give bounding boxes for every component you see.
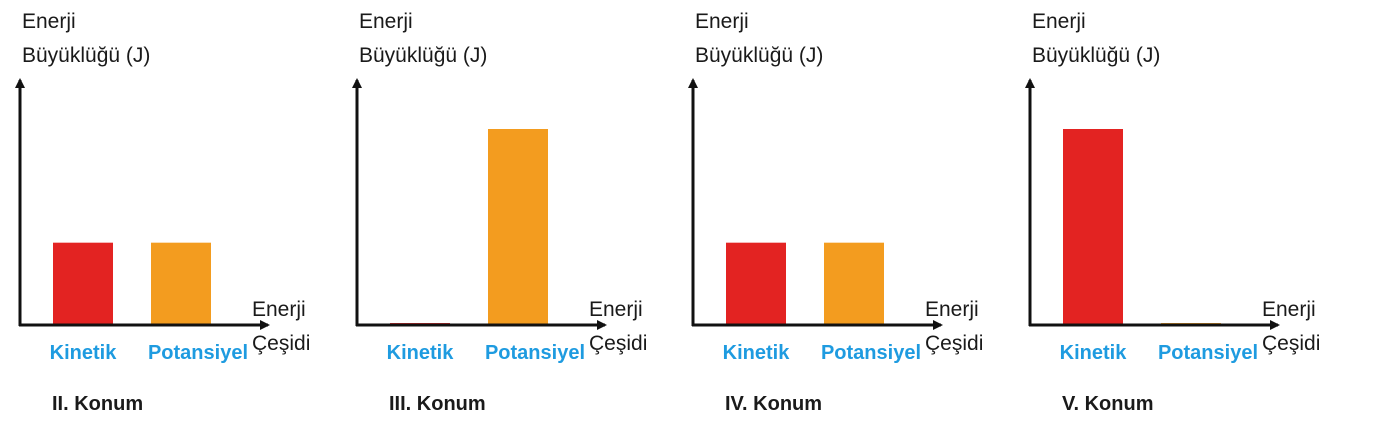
x-axis-label: Enerji: [1262, 298, 1316, 321]
x-axis-label: Enerji: [252, 298, 306, 321]
y-axis-label: Büyüklüğü (J): [22, 44, 150, 67]
bar: [1063, 129, 1123, 325]
panel: Enerji Büyüklüğü (J) Enerji Çeşidi Kinetik Po…: [15, 10, 310, 415]
x-axis-label: Çeşidi: [589, 332, 647, 355]
x-axis-label: Çeşidi: [1262, 332, 1320, 355]
panel: Enerji Büyüklüğü (J) Enerji Çeşidi Kinetik Po…: [688, 10, 983, 415]
y-axis-label: Büyüklüğü (J): [695, 44, 823, 67]
x-axis-label: Çeşidi: [925, 332, 983, 355]
panel-title: III. Konum: [389, 393, 486, 415]
category-label: Potansiyel: [1158, 342, 1258, 364]
category-label: Kinetik: [50, 342, 118, 364]
y-axis-label: Enerji: [1032, 10, 1086, 33]
category-label: Potansiyel: [148, 342, 248, 364]
category-label: Potansiyel: [485, 342, 585, 364]
y-axis-label: Enerji: [22, 10, 76, 33]
bar: [824, 242, 884, 325]
category-label: Kinetik: [387, 342, 455, 364]
y-axis-label: Büyüklüğü (J): [359, 44, 487, 67]
y-axis-label: Büyüklüğü (J): [1032, 44, 1160, 67]
x-axis-label: Enerji: [925, 298, 979, 321]
panel-title: II. Konum: [52, 393, 143, 415]
y-axis-label: Enerji: [695, 10, 749, 33]
bar: [488, 129, 548, 325]
x-axis-label: Çeşidi: [252, 332, 310, 355]
bar: [151, 242, 211, 325]
panel-title: V. Konum: [1062, 393, 1154, 415]
category-label: Kinetik: [723, 342, 791, 364]
y-axis-label: Enerji: [359, 10, 413, 33]
panel-title: IV. Konum: [725, 393, 822, 415]
category-label: Potansiyel: [821, 342, 921, 364]
category-label: Kinetik: [1060, 342, 1128, 364]
bar: [726, 242, 786, 325]
x-axis-label: Enerji: [589, 298, 643, 321]
bar: [53, 242, 113, 325]
panel: Enerji Büyüklüğü (J) Enerji Çeşidi Kinetik Po…: [1025, 10, 1320, 415]
panel: Enerji Büyüklüğü (J) Enerji Çeşidi Kinetik Po…: [352, 10, 647, 415]
